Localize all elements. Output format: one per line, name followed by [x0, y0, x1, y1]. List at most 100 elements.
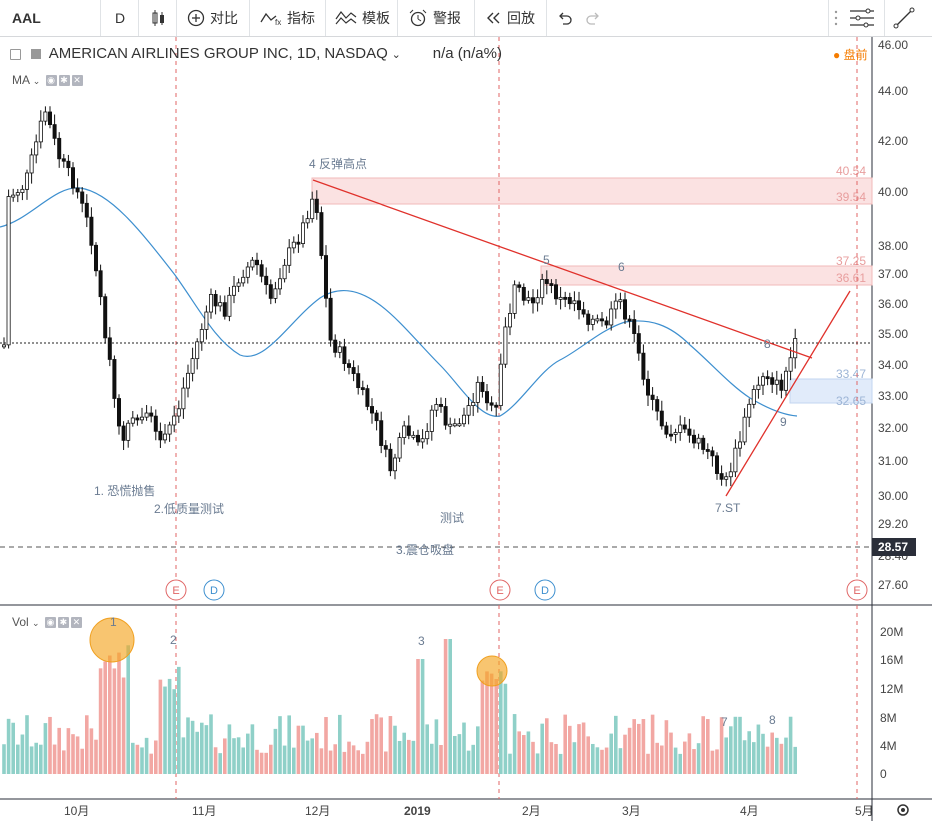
volume-bar [384, 751, 388, 774]
trendline-tool-button[interactable] [893, 0, 915, 36]
eye-icon[interactable]: ◉ [44, 617, 56, 629]
candle [117, 398, 122, 427]
close-icon[interactable]: ✕ [70, 617, 82, 629]
chevron-down-icon[interactable]: ⌄ [32, 618, 40, 628]
volume-bar [517, 731, 521, 774]
volume-bar [526, 731, 531, 774]
volume-bar [655, 742, 659, 774]
settings-gear-icon[interactable] [897, 804, 909, 816]
volume-bar [305, 740, 310, 774]
volume-bar [531, 741, 535, 774]
earnings-marker-label: E [496, 585, 503, 597]
earnings-marker[interactable] [846, 579, 868, 601]
volume-bar [172, 689, 176, 774]
compare-button[interactable]: 对比 [187, 0, 238, 36]
volume-bar [200, 722, 204, 774]
chevron-down-icon[interactable]: ⌄ [391, 49, 401, 61]
volume-bar [765, 746, 770, 774]
candle [121, 425, 126, 441]
dividend-marker[interactable] [203, 579, 225, 601]
candle [392, 457, 397, 472]
close-icon[interactable]: ✕ [71, 75, 83, 87]
collapse-icon[interactable] [10, 48, 21, 60]
gear-icon[interactable]: ✱ [58, 75, 70, 87]
candle [517, 284, 522, 288]
price-axis[interactable]: 46.00 44.00 42.00 40.00 38.00 37.00 36.0… [878, 38, 908, 592]
symbol-search[interactable]: AAL [12, 0, 41, 36]
candle [204, 311, 209, 330]
dividend-marker[interactable] [534, 579, 556, 601]
earnings-marker[interactable] [489, 579, 511, 601]
annotation-test: 测试 [440, 510, 464, 525]
drag-handle[interactable] [833, 0, 839, 36]
volume-bar [788, 716, 793, 774]
candle [277, 278, 282, 290]
gear-icon[interactable]: ✱ [57, 617, 69, 629]
templates-button[interactable]: 模板 [335, 0, 390, 36]
volume-highlight-circle [89, 617, 135, 663]
volume-tick: 8M [880, 711, 897, 725]
indicators-button[interactable]: fx 指标 [260, 0, 315, 36]
candle [489, 402, 494, 406]
candle [471, 401, 476, 407]
redo-button[interactable] [585, 0, 601, 36]
earnings-marker[interactable] [165, 579, 187, 601]
volume-bar [43, 723, 48, 774]
list-settings-icon [850, 8, 874, 28]
ma-legend[interactable]: MA ⌄ ◉ ✱ ✕ [12, 73, 83, 87]
candle [98, 270, 103, 298]
interval-button[interactable]: D [115, 0, 125, 36]
volume-bar [29, 746, 34, 774]
candle [153, 415, 158, 432]
chevron-down-icon[interactable]: ⌄ [32, 76, 41, 86]
volume-bar [282, 745, 287, 774]
volume-bar [48, 716, 52, 774]
zone-label-top: 40.54 [836, 164, 866, 178]
volume-bar [646, 753, 650, 774]
volume-bar [489, 673, 494, 774]
dividend-marker-label: D [210, 585, 218, 597]
series-title[interactable]: AMERICAN AIRLINES GROUP INC, 1D, NASDAQ [48, 45, 388, 62]
candle [402, 425, 407, 438]
undo-button[interactable] [557, 0, 573, 36]
candle [107, 337, 112, 360]
volume-axis[interactable]: 20M 16M 12M 8M 4M 0 [880, 625, 903, 781]
alert-button[interactable]: 警报 [408, 0, 461, 36]
volume-bar [683, 741, 687, 774]
candle [484, 391, 489, 404]
candle [678, 424, 683, 433]
volume-bar [563, 714, 567, 774]
volume-bar [577, 724, 581, 774]
zone-label-top: 33.47 [836, 367, 866, 381]
volume-bar [232, 738, 236, 774]
time-axis[interactable]: 10月 11月 12月 2019 2月 3月 4月 5月 [64, 804, 874, 818]
candle [623, 299, 628, 320]
eye-icon[interactable]: ◉ [45, 75, 57, 87]
time-tick: 4月 [740, 804, 759, 818]
object-tree-button[interactable] [848, 0, 876, 36]
volume-legend[interactable]: Vol ⌄ ◉ ✱ ✕ [12, 615, 82, 629]
candle [388, 448, 393, 472]
volume-bar [775, 737, 779, 774]
volume-bar [94, 739, 98, 774]
replay-button[interactable]: 回放 [486, 0, 535, 36]
candle [346, 363, 351, 368]
resistance-trendline[interactable] [312, 179, 813, 359]
candle [567, 297, 572, 305]
support-trendline[interactable] [725, 290, 851, 497]
volume-bar [540, 723, 544, 774]
candle [733, 447, 738, 473]
candle [208, 293, 213, 313]
candle [452, 423, 457, 427]
candle [241, 276, 246, 284]
redo-icon [586, 12, 599, 25]
volume-annotation-7: 7 [721, 715, 728, 729]
chart-canvas[interactable]: 40.54 39.54 37.25 36.61 33.47 32.65 1. 恐… [0, 37, 932, 821]
chart-type-button[interactable] [150, 0, 166, 36]
candle [738, 441, 743, 449]
volume-bar [558, 753, 563, 774]
series-value: n/a (n/a%) [432, 45, 502, 62]
zone-label-top: 37.25 [836, 254, 866, 268]
candle [581, 309, 586, 315]
candle [747, 403, 752, 418]
